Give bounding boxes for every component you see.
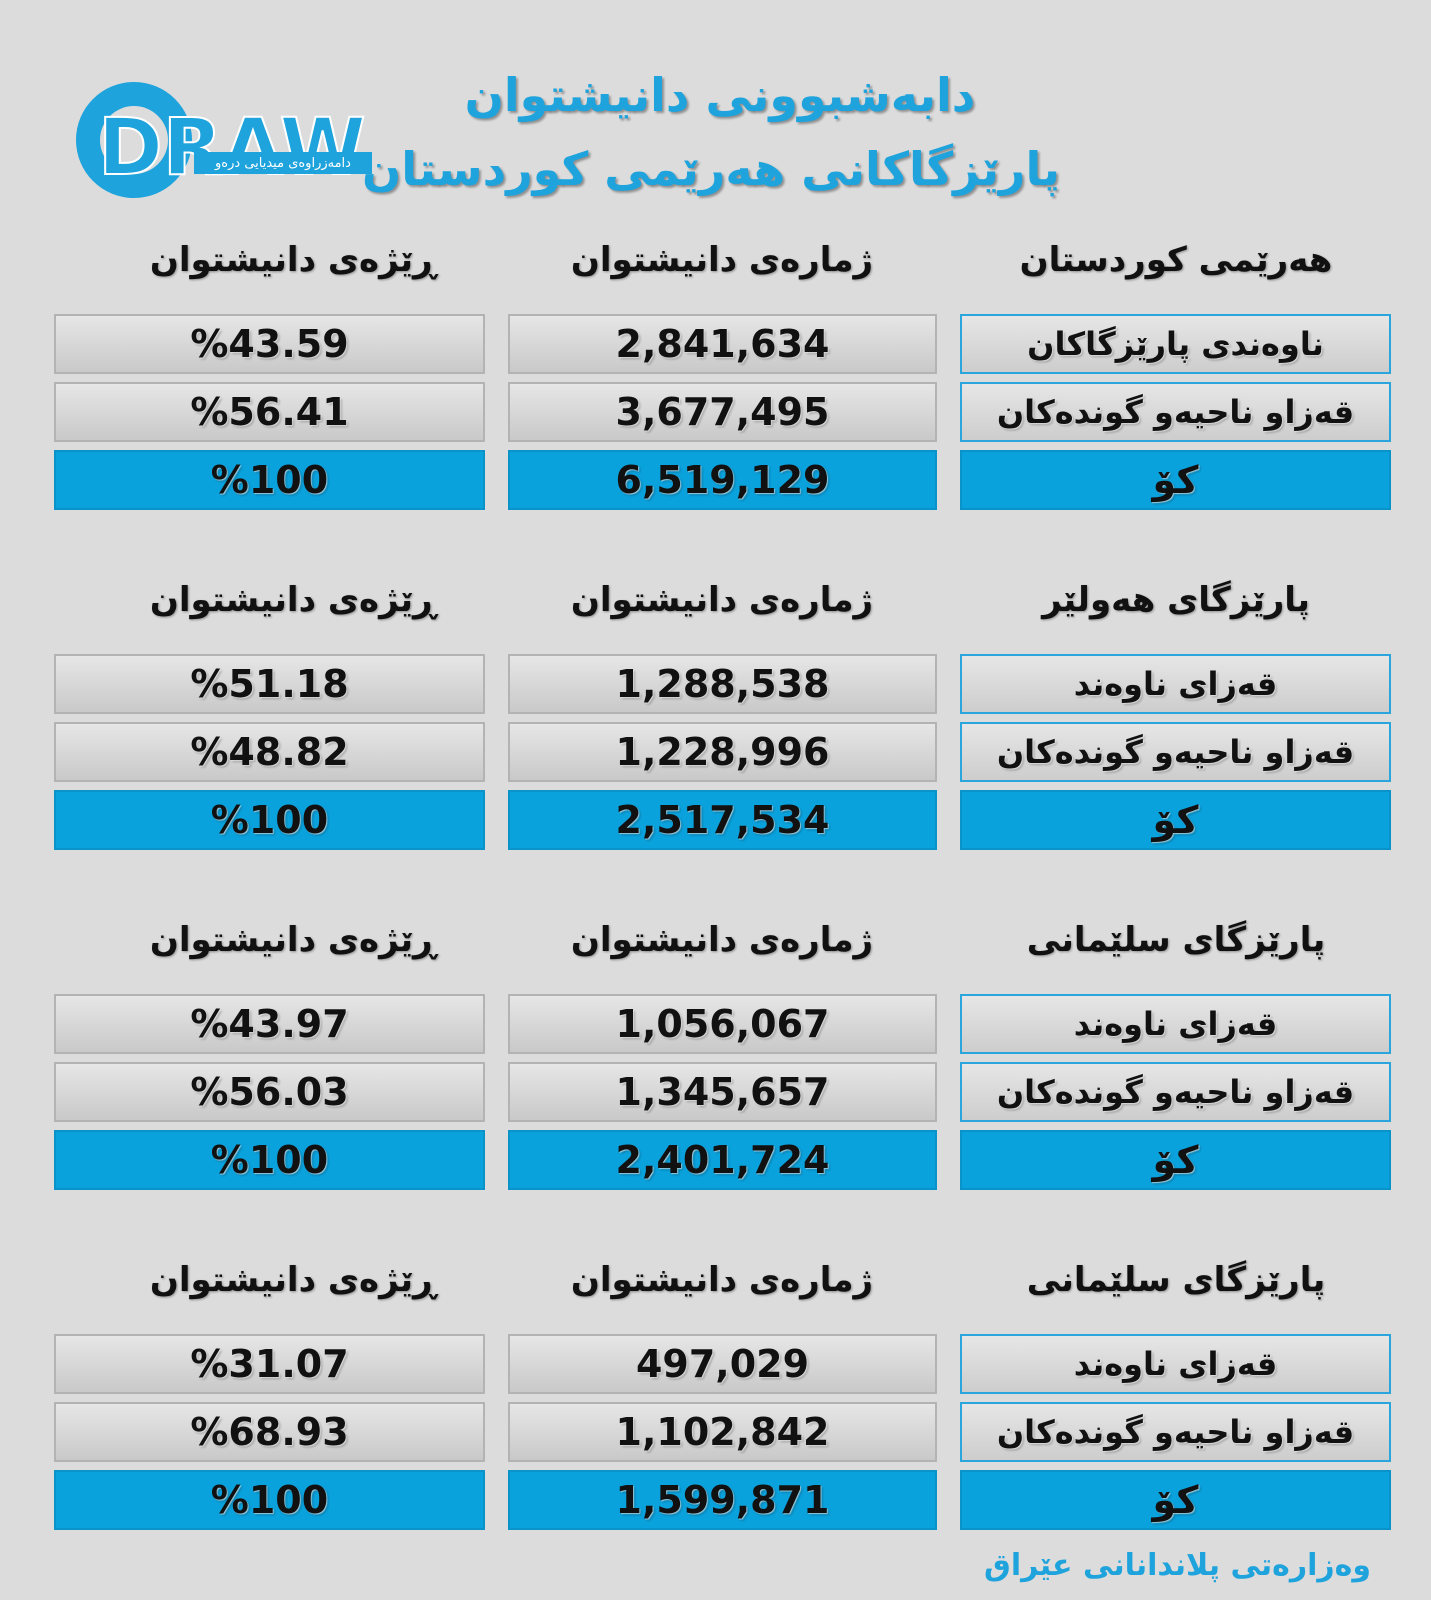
population-count: 6,519,129	[508, 450, 937, 510]
column-header: پارێزگای سلێمانی	[1026, 1260, 1326, 1300]
population-ratio: %48.82	[54, 722, 485, 782]
row-label: قەزاو ناحیەو گوندەکان	[960, 722, 1391, 782]
title-line: پارێزگاکانی هەرێمی کوردستان	[362, 142, 1060, 196]
row-label: قەزای ناوەند	[960, 1334, 1391, 1394]
column-header: ڕێژەی دانیشتوان	[149, 580, 437, 620]
logo: DRAW دامەزراوەی میدیایی درەو	[76, 82, 372, 198]
population-ratio: %31.07	[54, 1334, 485, 1394]
population-ratio: %100	[54, 790, 485, 850]
column-header: پارێزگای سلێمانی	[1026, 920, 1326, 960]
row-label: کۆ	[960, 1130, 1391, 1190]
population-ratio: %43.59	[54, 314, 485, 374]
title-line: دابەشبوونی دانیشتوان	[464, 68, 976, 122]
row-label: کۆ	[960, 790, 1391, 850]
column-header: ژمارەی دانیشتوان	[570, 1260, 874, 1300]
population-count: 1,288,538	[508, 654, 937, 714]
column-header: ڕێژەی دانیشتوان	[149, 240, 437, 280]
row-label: ناوەندی پارێزگاکان	[960, 314, 1391, 374]
row-label: قەزاو ناحیەو گوندەکان	[960, 382, 1391, 442]
logo-ring	[100, 106, 168, 174]
row-label: قەزاو ناحیەو گوندەکان	[960, 1402, 1391, 1462]
population-count: 1,102,842	[508, 1402, 937, 1462]
population-count: 3,677,495	[508, 382, 937, 442]
population-count: 2,517,534	[508, 790, 937, 850]
population-ratio: %68.93	[54, 1402, 485, 1462]
population-count: 2,401,724	[508, 1130, 937, 1190]
population-ratio: %56.03	[54, 1062, 485, 1122]
population-count: 1,345,657	[508, 1062, 937, 1122]
row-label: کۆ	[960, 1470, 1391, 1530]
logo-tagline: دامەزراوەی میدیایی درەو	[214, 156, 351, 171]
row-label: قەزای ناوەند	[960, 654, 1391, 714]
population-ratio: %100	[54, 1470, 485, 1530]
column-header: ڕێژەی دانیشتوان	[149, 1260, 437, 1300]
row-label: قەزای ناوەند	[960, 994, 1391, 1054]
logo-band	[194, 152, 372, 174]
population-count: 1,056,067	[508, 994, 937, 1054]
column-header: ڕێژەی دانیشتوان	[149, 920, 437, 960]
population-count: 2,841,634	[508, 314, 937, 374]
column-header: ژمارەی دانیشتوان	[570, 580, 874, 620]
population-count: 1,228,996	[508, 722, 937, 782]
column-header: پارێزگای هەولێر	[1042, 580, 1310, 620]
population-count: 497,029	[508, 1334, 937, 1394]
logo-text: DRAW	[98, 103, 366, 193]
population-ratio: %100	[54, 450, 485, 510]
row-label: کۆ	[960, 450, 1391, 510]
population-ratio: %43.97	[54, 994, 485, 1054]
column-header: ژمارەی دانیشتوان	[570, 240, 874, 280]
population-ratio: %100	[54, 1130, 485, 1190]
source: وەزارەتی پلاندانانی عێراق	[984, 1548, 1371, 1583]
population-count: 1,599,871	[508, 1470, 937, 1530]
row-label: قەزاو ناحیەو گوندەکان	[960, 1062, 1391, 1122]
column-header: هەرێمی کوردستان	[1019, 240, 1333, 280]
column-header: ژمارەی دانیشتوان	[570, 920, 874, 960]
population-ratio: %56.41	[54, 382, 485, 442]
population-ratio: %51.18	[54, 654, 485, 714]
